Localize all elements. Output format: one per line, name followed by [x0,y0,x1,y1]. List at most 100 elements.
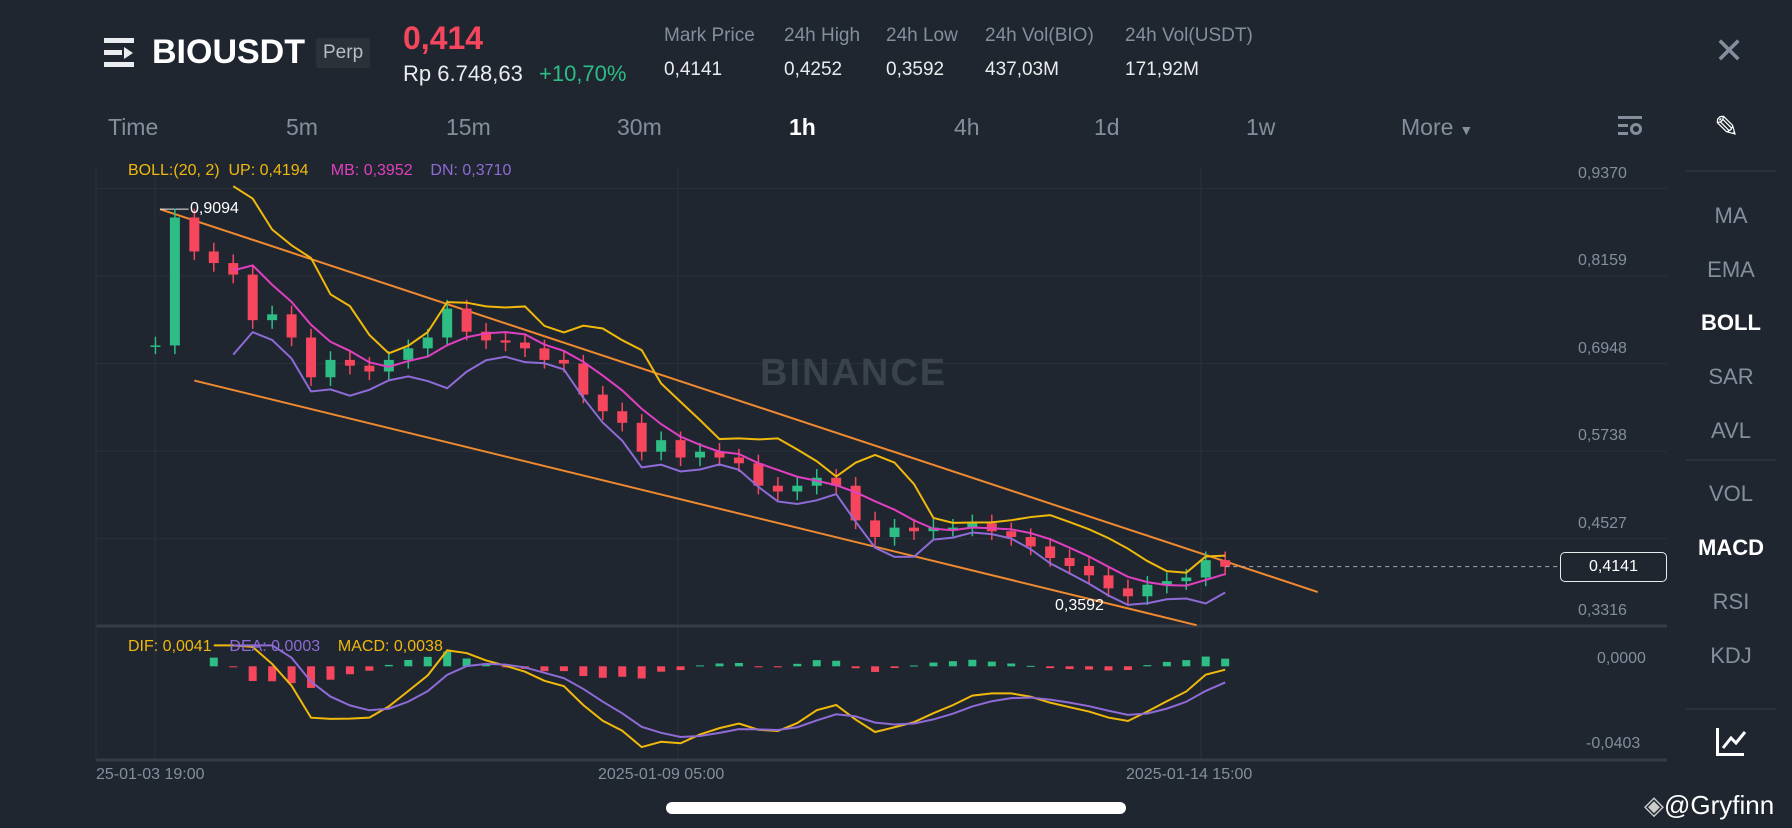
macd-axis-tick: 0,0000 [1597,650,1646,668]
stat-label: 24h Low [886,25,958,46]
grid [95,168,1667,762]
macd-histogram-bar [482,664,491,667]
caret-down-icon: ▼ [1459,122,1474,138]
macd-histogram-bar [579,666,588,677]
macd-histogram-bar [968,659,977,667]
macd-histogram-bar [890,666,899,668]
draw-tool-icon[interactable]: ✎ [1714,111,1740,144]
macd-histogram-bar [443,651,452,667]
candle [733,448,744,472]
boll-params: BOLL:(20, 2) [128,162,220,179]
stat-value: 0,4252 [784,59,843,80]
indicator-vol[interactable]: VOL [1708,481,1754,506]
time-axis-tick: 25-01-03 19:00 [96,766,205,783]
candle [383,351,394,381]
macd-dea-line [233,644,1226,738]
tab-15m[interactable]: 15m [446,114,491,141]
tab-5m[interactable]: 5m [286,114,318,141]
indicator-sar[interactable]: SAR [1708,364,1754,389]
tab-1d[interactable]: 1d [1094,114,1120,141]
macd-histogram-bar [248,666,257,681]
menu-icon[interactable] [104,38,138,68]
candle [461,299,472,341]
candle [870,511,881,546]
indicator-chart-icon[interactable] [1716,728,1747,756]
indicator-ema[interactable]: EMA [1707,257,1755,282]
tab-time[interactable]: Time [108,114,158,141]
boll-legend: BOLL:(20, 2) UP: 0,4194 MB: 0,3952 DN: 0… [128,162,511,180]
indicator-kdj[interactable]: KDJ [1710,643,1752,668]
sidebar-divider [1686,708,1776,710]
candle [267,305,278,329]
credit-text: @Gryfinn [1664,790,1775,820]
boll-dn: DN: 0,3710 [430,162,512,179]
tab-1w[interactable]: 1w [1246,114,1275,141]
tab-30m[interactable]: 30m [617,114,662,141]
indicator-macd[interactable]: MACD [1698,535,1764,560]
candle [636,414,647,461]
macd-histogram-bar [404,659,413,667]
macd-histogram-bar [734,662,743,667]
price-axis-tick: 0,9370 [1578,164,1627,182]
boll-middle-line [232,264,1226,587]
symbol-title[interactable]: BIOUSDT [152,33,305,71]
candle [500,331,511,352]
price-axis-tick: 0,3316 [1578,602,1627,620]
candle [831,469,842,495]
candle [656,431,667,461]
home-indicator [666,802,1126,814]
boll-lower-line [232,330,1226,606]
stat-value: 0,3592 [886,59,945,80]
macd-histogram-bar [501,666,510,668]
macd-histogram-bar [909,665,918,667]
macd-histogram-bar [793,663,802,667]
perp-badge: Perp [316,38,371,68]
macd-histogram-bar [1123,666,1132,670]
macd-histogram-bar [715,663,724,667]
candle [597,385,608,420]
tab-label: Time [108,114,159,140]
candle [403,339,414,369]
macd-histogram-bar [423,656,432,667]
macd-histogram-bar [598,666,607,678]
macd-axis-tick: -0,0403 [1586,734,1641,752]
macd-histogram-bar [754,666,763,668]
macd-histogram-bar [929,662,938,667]
indicator-ma[interactable]: MA [1714,203,1748,228]
indicator-boll[interactable]: BOLL [1701,310,1761,335]
macd-histogram-bar [345,666,354,675]
macd-value: MACD: 0,0038 [337,638,443,655]
macd-histogram-bar [384,664,393,667]
sidebar-divider [1686,459,1776,461]
macd-histogram-bar [696,665,705,667]
macd-histogram-bar [365,666,374,671]
macd-histogram-bar [1201,656,1210,667]
close-icon[interactable]: ✕ [1714,30,1745,71]
macd-histogram-bar [559,666,568,672]
candle [422,328,433,358]
candle [150,336,161,355]
chart-settings-icon[interactable] [1618,114,1644,140]
candle [1142,576,1153,605]
price-axis-tick: 0,5738 [1578,427,1627,445]
indicator-rsi[interactable]: RSI [1712,589,1750,614]
macd-histogram-bar [209,657,218,667]
tab-4h[interactable]: 4h [954,114,980,141]
macd-dif: DIF: 0,0041 [128,638,212,655]
candle [1122,579,1133,605]
macd-histogram-bar [851,666,860,669]
low-marker: 0,3592 [1055,597,1104,614]
macd-histogram-bar [618,666,627,677]
tab-1h[interactable]: 1h [789,114,816,141]
macd-histogram-bar [1221,658,1230,667]
macd-histogram-bar [1046,666,1055,669]
macd-legend: DIF: 0,0041 DEA: 0,0003 MACD: 0,0038 [128,638,443,656]
idr-price: Rp 6.748,63 [403,61,523,86]
macd-histogram-bar [773,666,782,668]
indicator-avl[interactable]: AVL [1711,418,1751,443]
stat-label: Mark Price [664,25,755,46]
tab-more[interactable]: More ▼ [1401,114,1473,141]
macd-histogram-bar [1065,666,1074,670]
candle [306,328,317,386]
